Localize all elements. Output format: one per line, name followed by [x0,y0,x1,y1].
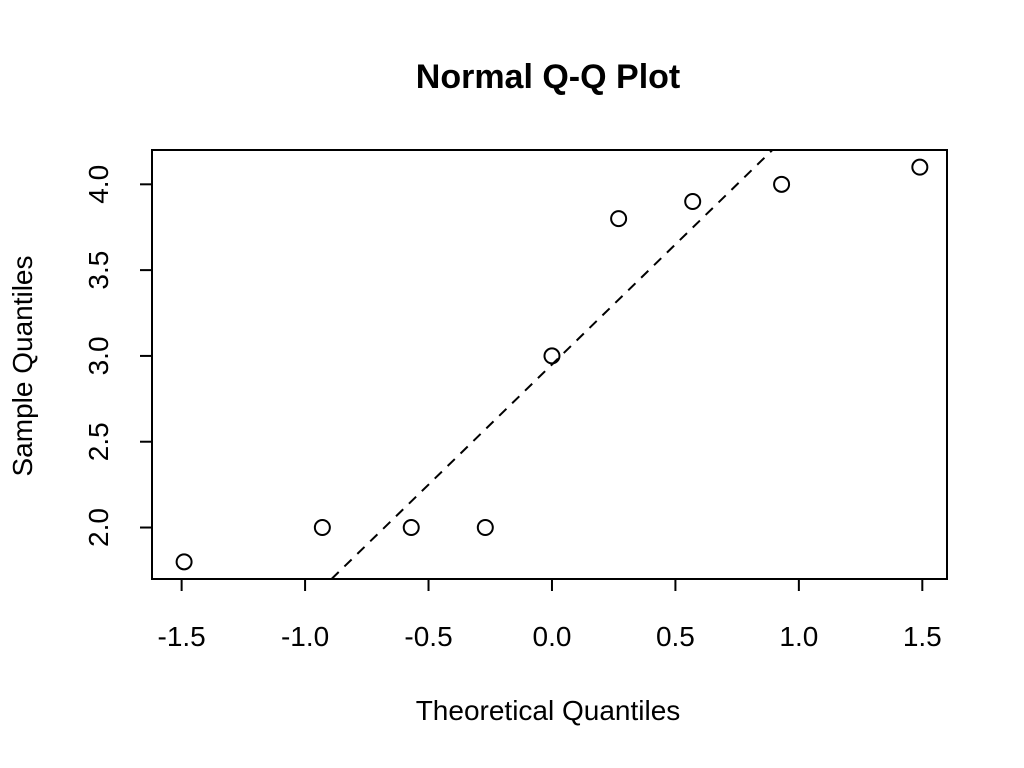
data-point [773,175,791,193]
reference-line [330,149,774,580]
x-tick-label: 0.5 [656,621,695,652]
x-tick-label: 1.5 [903,621,942,652]
y-tick-label: 3.0 [83,336,114,375]
x-axis-label: Theoretical Quantiles [416,695,681,726]
data-point [911,158,929,176]
x-tick-label: 1.0 [779,621,818,652]
y-tick-label: 3.5 [83,251,114,290]
y-axis: 2.0 2.5 3.0 3.5 4.0 [83,165,152,547]
data-point [175,553,193,571]
data-point [313,519,331,537]
data-point [610,210,628,228]
y-axis-label: Sample Quantiles [7,255,38,476]
y-tick-label: 2.0 [83,508,114,547]
data-points [175,158,929,571]
x-tick-label: 0.0 [533,621,572,652]
data-point [543,347,561,365]
y-tick-label: 2.5 [83,422,114,461]
plot-frame [151,149,948,580]
x-tick-label: -0.5 [404,621,452,652]
reference-line-group [330,149,774,580]
chart-title: Normal Q-Q Plot [416,58,680,96]
data-point [402,519,420,537]
x-tick-label: -1.5 [158,621,206,652]
data-point [684,192,702,210]
x-tick-label: -1.0 [281,621,329,652]
data-point [476,519,494,537]
y-tick-label: 4.0 [83,165,114,204]
x-axis: -1.5 -1.0 -0.5 0.0 0.5 1.0 1.5 [158,579,942,652]
